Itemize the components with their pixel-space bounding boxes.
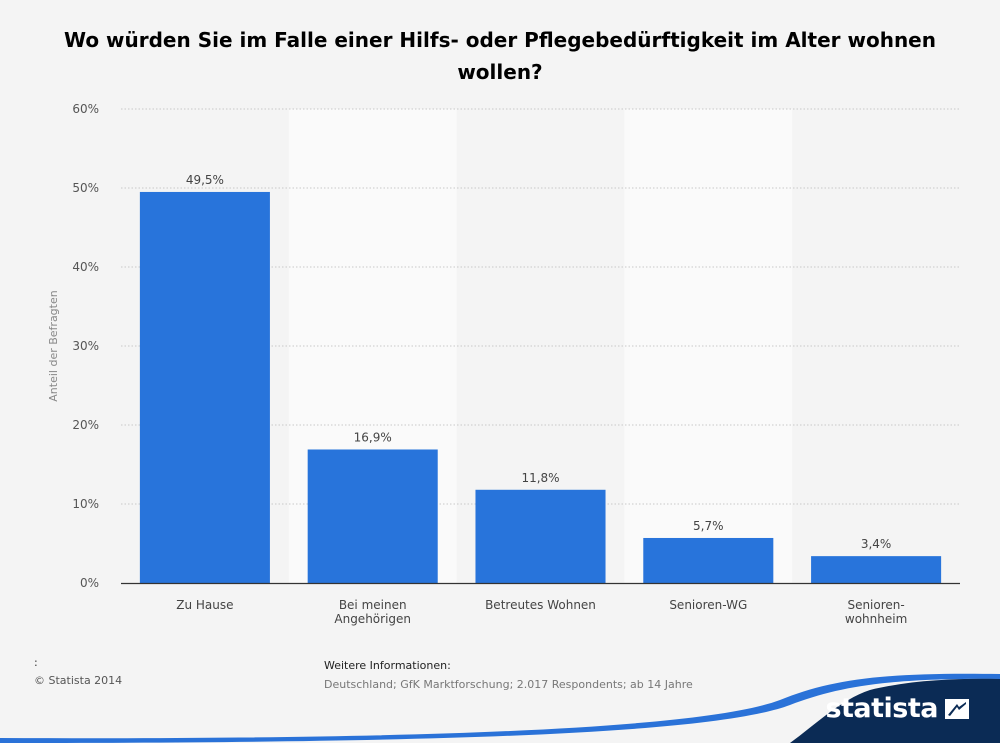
data-label: 5,7% <box>693 519 724 533</box>
x-tick-label: Zu Hause <box>176 598 233 612</box>
copyright-link[interactable]: © Statista 2014 <box>34 674 123 687</box>
y-tick-label: 0% <box>80 576 99 590</box>
data-label: 3,4% <box>861 537 892 551</box>
y-tick-label: 60% <box>72 102 99 116</box>
column-band <box>624 109 793 583</box>
statista-logo-icon <box>945 699 969 719</box>
y-tick-label: 50% <box>72 181 99 195</box>
x-tick-label: Betreutes Wohnen <box>485 598 596 612</box>
source-mark: : <box>34 656 38 669</box>
y-tick-label: 20% <box>72 418 99 432</box>
statista-logo[interactable]: statista <box>825 693 938 724</box>
x-tick-label: Bei meinen Angehörigen <box>334 598 411 626</box>
data-label: 11,8% <box>521 471 559 485</box>
data-label: 49,5% <box>186 173 224 187</box>
value-labels: 49,5% 16,9% 11,8% 5,7% 3,4% <box>186 173 892 551</box>
chart-title: Wo würden Sie im Falle einer Hilfs- oder… <box>63 28 936 84</box>
bar[interactable] <box>811 556 942 583</box>
info-title: Weitere Informationen: <box>324 659 451 672</box>
y-tick-label: 40% <box>72 260 99 274</box>
bar[interactable] <box>475 489 606 583</box>
x-tick-label: Senioren-wohnheim <box>845 598 907 626</box>
y-tick-label: 10% <box>72 497 99 511</box>
data-label: 16,9% <box>354 430 392 444</box>
bar[interactable] <box>139 191 270 583</box>
bar[interactable] <box>307 449 438 583</box>
bars <box>139 191 942 583</box>
x-axis-ticks: Zu Hause Bei meinen Angehörigen Betreutes W… <box>176 598 907 626</box>
y-axis-ticks: 0% 10% 20% 30% 40% 50% 60% <box>72 102 99 590</box>
y-tick-label: 30% <box>72 339 99 353</box>
info-text: Deutschland; GfK Marktforschung; 2.017 R… <box>324 678 693 691</box>
x-tick-label: Senioren-WG <box>669 598 747 612</box>
y-axis-label: Anteil der Befragten <box>47 290 60 401</box>
bar[interactable] <box>643 537 774 583</box>
